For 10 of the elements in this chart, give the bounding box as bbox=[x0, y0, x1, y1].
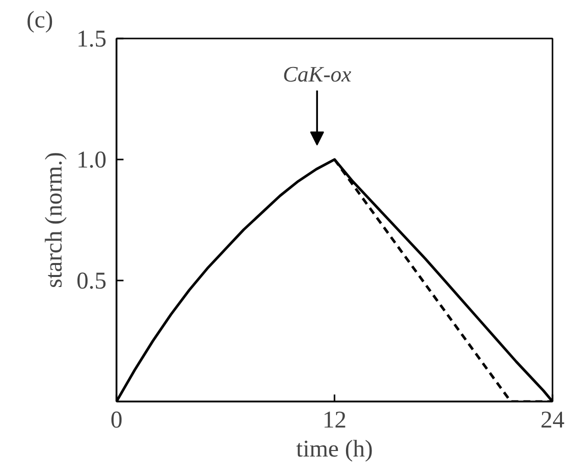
x-axis-title: time (h) bbox=[296, 436, 373, 462]
chart-title: (c) bbox=[26, 8, 54, 34]
y-tick-label: 1.5 bbox=[76, 26, 106, 52]
y-tick-label: 0.5 bbox=[76, 268, 106, 294]
y-tick-label: 1.0 bbox=[76, 148, 106, 174]
x-tick-label: 24 bbox=[540, 408, 564, 434]
x-tick-label: 0 bbox=[110, 408, 122, 434]
x-tick-label: 12 bbox=[322, 408, 346, 434]
annotation: CaK-ox bbox=[282, 62, 352, 87]
y-axis-title: starch (norm.) bbox=[42, 152, 68, 288]
